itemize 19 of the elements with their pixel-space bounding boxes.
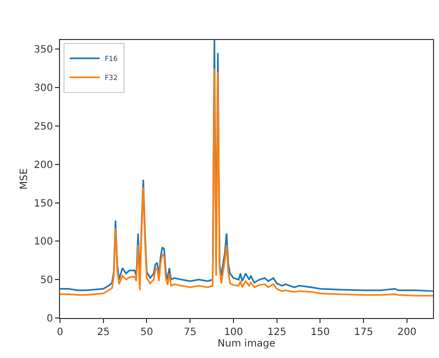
y-tick-label: 100 <box>34 236 53 248</box>
y-tick-label: 200 <box>34 160 53 171</box>
x-tick-label: 0 <box>56 327 64 338</box>
x-tick-label: 25 <box>97 327 110 338</box>
x-tick-label: 100 <box>224 327 244 338</box>
x-tick-label: 175 <box>354 327 374 338</box>
x-axis-title: Num image <box>218 338 276 350</box>
x-tick-label: 150 <box>310 327 330 338</box>
y-tick-label: 50 <box>40 275 53 286</box>
x-tick-label: 125 <box>267 327 286 338</box>
y-tick-label: 150 <box>34 198 53 210</box>
y-tick-label: 0 <box>46 314 53 324</box>
y-tick-label: 300 <box>34 83 53 94</box>
y-axis-title: MSE <box>18 168 30 190</box>
x-tick-label: 75 <box>184 327 196 338</box>
x-tick-label: 50 <box>140 327 154 338</box>
x-tick-label: 200 <box>397 327 417 338</box>
y-tick-label: 350 <box>34 44 53 56</box>
y-tick-label: 250 <box>34 122 53 133</box>
